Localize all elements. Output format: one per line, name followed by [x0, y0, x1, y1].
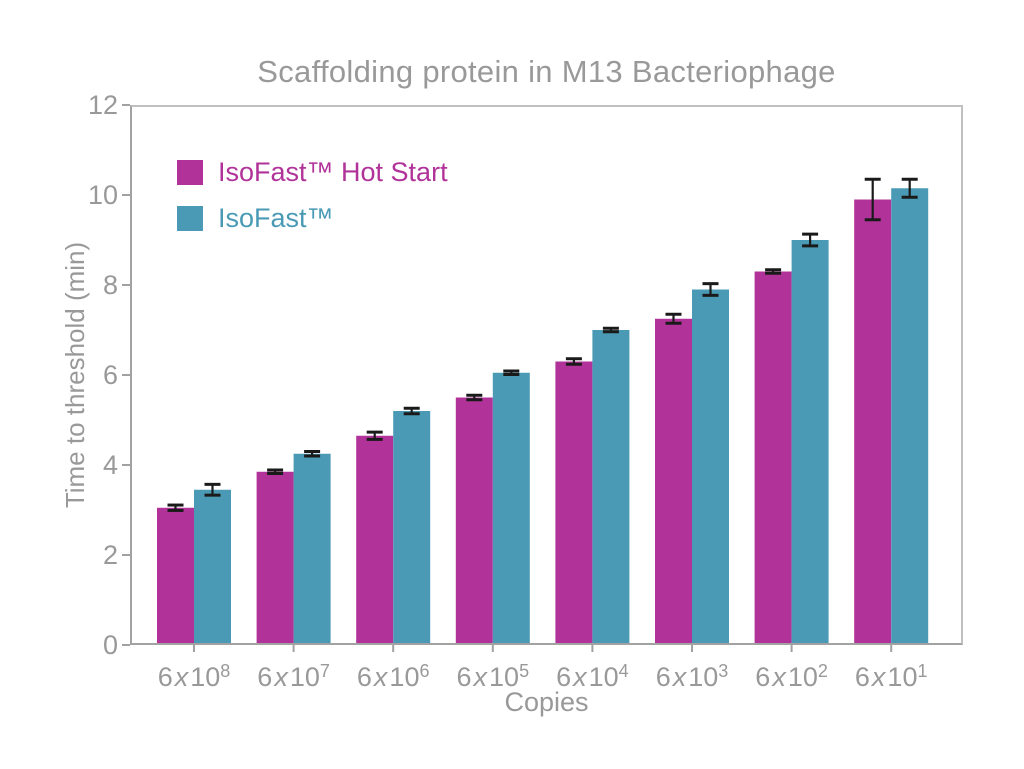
bar-isofast-6x10e2 — [791, 240, 829, 645]
multiply-x: x — [373, 662, 388, 692]
x-tick-label-6x10e6: 6x106 — [356, 661, 430, 692]
multiply-x: x — [274, 662, 288, 692]
bar-hot-start-6x10e8 — [157, 507, 194, 645]
exponent: 6 — [419, 661, 430, 681]
legend-item-isofast: IsoFast™ — [177, 203, 448, 234]
bar-hot-start-6x10e7 — [256, 471, 294, 645]
y-tick-label-6: 6 — [102, 360, 118, 390]
legend-swatch-isofast — [177, 206, 203, 231]
multiply-x: x — [473, 662, 488, 692]
exponent: 3 — [718, 661, 729, 681]
y-tick-label-2: 2 — [102, 540, 118, 570]
legend-item-hot-start: IsoFast™ Hot Start — [177, 157, 448, 188]
bar-hot-start-6x10e1 — [854, 199, 892, 645]
exponent: 2 — [817, 661, 828, 681]
legend-swatch-hot-start — [177, 160, 203, 185]
x-tick-label-6x10e3: 6x103 — [655, 661, 729, 692]
legend-label-isofast: IsoFast™ — [218, 203, 334, 233]
legend: IsoFast™ Hot Start IsoFast™ — [177, 157, 448, 234]
x-tick-label-6x10e7: 6x107 — [257, 661, 330, 692]
bar-isofast-6x10e4 — [592, 330, 630, 645]
x-tick-label-6x10e1: 6x101 — [854, 661, 928, 692]
bar-isofast-6x10e7 — [293, 453, 331, 645]
multiply-x: x — [871, 662, 886, 692]
bar-isofast-6x10e5 — [492, 372, 530, 645]
multiply-x: x — [573, 662, 587, 692]
x-tick-label-6x10e5: 6x105 — [456, 661, 530, 692]
exponent: 1 — [917, 661, 928, 681]
exponent: 7 — [319, 661, 330, 681]
x-tick-label-6x10e8: 6x108 — [157, 661, 231, 692]
exponent: 8 — [220, 661, 231, 681]
multiply-x: x — [174, 662, 189, 692]
bar-hot-start-6x10e5 — [455, 397, 493, 645]
y-tick-label-10: 10 — [87, 180, 118, 210]
bar-hot-start-6x10e3 — [655, 318, 692, 645]
multiply-x: x — [672, 662, 687, 692]
y-tick-label-0: 0 — [102, 630, 118, 660]
bar-hot-start-6x10e2 — [754, 271, 792, 645]
plot-area: IsoFast™ Hot Start IsoFast™ — [130, 105, 963, 645]
bar-hot-start-6x10e4 — [555, 361, 593, 645]
bar-isofast-6x10e6 — [393, 411, 431, 645]
bar-isofast-6x10e1 — [891, 188, 929, 645]
y-tick-label-8: 8 — [102, 270, 118, 300]
x-tick-label-6x10e4: 6x104 — [556, 661, 629, 692]
chart-title: Scaffolding protein in M13 Bacteriophage — [257, 54, 836, 89]
x-axis-label: Copies — [504, 687, 589, 717]
bar-isofast-6x10e3 — [692, 289, 729, 645]
y-tick-label-4: 4 — [102, 450, 118, 480]
bar-hot-start-6x10e6 — [356, 435, 394, 645]
bar-isofast-6x10e8 — [194, 489, 231, 645]
exponent: 4 — [618, 661, 629, 681]
x-tick-label-6x10e2: 6x102 — [755, 661, 828, 692]
exponent: 5 — [519, 661, 530, 681]
legend-label-hot-start: IsoFast™ Hot Start — [218, 157, 448, 187]
y-tick-label-12: 12 — [87, 90, 118, 120]
multiply-x: x — [772, 662, 786, 692]
